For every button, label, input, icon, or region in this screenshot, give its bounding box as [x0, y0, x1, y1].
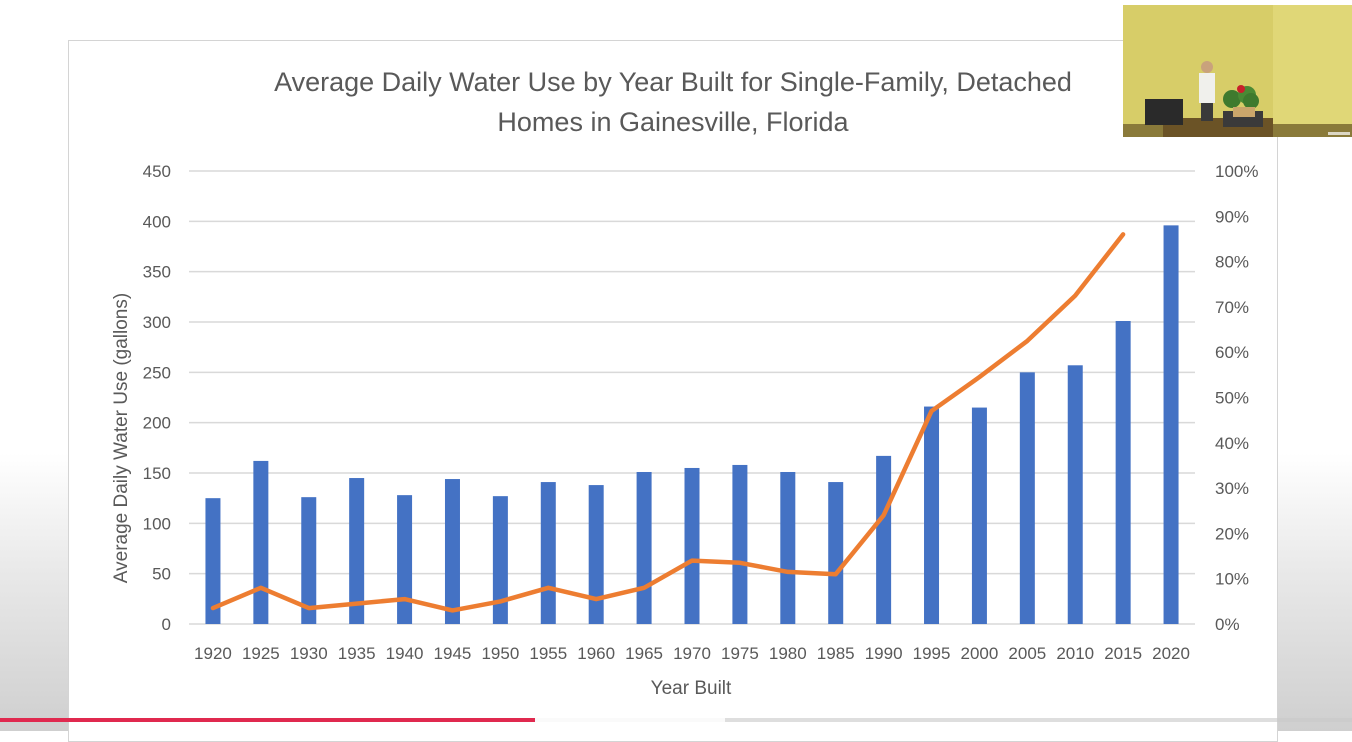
video-played-bar: [0, 718, 536, 722]
y2-tick-label: 10%: [1215, 570, 1249, 589]
x-tick-label: 1960: [577, 644, 615, 663]
bar-2000: [971, 407, 987, 624]
y2-tick-label: 50%: [1215, 389, 1249, 408]
bar-1970: [684, 467, 700, 624]
y2-tick-label: 60%: [1215, 343, 1249, 362]
bar-2010: [1067, 365, 1083, 624]
bar-1965: [636, 471, 652, 624]
y2-tick-label: 40%: [1215, 434, 1249, 453]
speaker-video-thumbnail[interactable]: [1123, 5, 1352, 137]
x-tick-label: 1925: [242, 644, 280, 663]
y2-axis-ticks: 0% 10% 20% 30% 40% 50% 60% 70% 80% 90% 100%: [1215, 162, 1258, 634]
bar-1935: [349, 478, 365, 624]
y2-tick-label: 80%: [1215, 253, 1249, 272]
bar-1945: [444, 479, 460, 624]
bar-1980: [780, 471, 796, 624]
y-tick-label: 150: [143, 464, 171, 483]
bar-1925: [253, 460, 269, 624]
x-tick-label: 2020: [1152, 644, 1190, 663]
x-tick-label: 1945: [434, 644, 472, 663]
y-tick-label: 250: [143, 363, 171, 382]
bar-1995: [924, 406, 940, 624]
x-tick-label: 1940: [386, 644, 424, 663]
x-tick-label: 1985: [817, 644, 855, 663]
bar-1950: [492, 496, 508, 624]
chart-title-line-1: Average Daily Water Use by Year Built fo…: [274, 67, 1072, 97]
chart-title-line-2: Homes in Gainesville, Florida: [497, 107, 849, 137]
bar-2015: [1115, 320, 1131, 624]
bar-1920: [205, 498, 221, 624]
video-progress-bar[interactable]: [0, 718, 1352, 722]
bar-1940: [397, 495, 413, 624]
x-tick-label: 1965: [625, 644, 663, 663]
x-tick-label: 1935: [338, 644, 376, 663]
y2-tick-label: 0%: [1215, 615, 1240, 634]
y-tick-label: 50: [152, 565, 171, 584]
x-tick-label: 2000: [961, 644, 999, 663]
y-tick-label: 100: [143, 514, 171, 533]
y-tick-label: 450: [143, 162, 171, 181]
bar-1960: [588, 485, 604, 624]
percent-line: [210, 232, 1126, 613]
speaker-head-icon: [1201, 61, 1213, 73]
line-series: [210, 232, 1126, 613]
y-tick-label: 0: [162, 615, 171, 634]
x-tick-label: 1995: [913, 644, 951, 663]
y2-tick-label: 100%: [1215, 162, 1258, 181]
x-tick-label: 2015: [1104, 644, 1142, 663]
slide: Average Daily Water Use by Year Built fo…: [68, 40, 1278, 742]
bar-2020: [1163, 225, 1179, 625]
y-axis-ticks: 0 50 100 150 200 250 300 350 400 450: [143, 162, 171, 634]
y-tick-label: 350: [143, 263, 171, 282]
x-tick-label: 1930: [290, 644, 328, 663]
x-tick-label: 1970: [673, 644, 711, 663]
y-axis-label: Average Daily Water Use (gallons): [111, 293, 132, 583]
y2-tick-label: 20%: [1215, 524, 1249, 543]
x-tick-label: 1990: [865, 644, 903, 663]
plant-icon: [1223, 90, 1241, 108]
speaker-scene: [1123, 5, 1352, 137]
x-tick-label: 2010: [1056, 644, 1094, 663]
x-tick-label: 2005: [1008, 644, 1046, 663]
x-tick-label: 1955: [529, 644, 567, 663]
bar-1955: [540, 482, 556, 624]
y-tick-label: 400: [143, 212, 171, 231]
bar-1990: [876, 455, 892, 624]
monitor-icon: [1145, 99, 1183, 125]
bar-1930: [301, 497, 317, 624]
flower-icon: [1237, 85, 1245, 93]
x-tick-label: 1920: [194, 644, 232, 663]
bar-series: [205, 225, 1179, 625]
y2-tick-label: 90%: [1215, 207, 1249, 226]
y-tick-label: 300: [143, 313, 171, 332]
x-tick-label: 1950: [481, 644, 519, 663]
y-tick-label: 200: [143, 414, 171, 433]
y2-tick-label: 70%: [1215, 298, 1249, 317]
bar-1975: [732, 464, 748, 624]
chart: Average Daily Water Use by Year Built fo…: [111, 67, 1258, 699]
x-tick-label: 1980: [769, 644, 807, 663]
bar-1985: [828, 482, 844, 624]
y2-tick-label: 30%: [1215, 479, 1249, 498]
x-tick-label: 1975: [721, 644, 759, 663]
x-axis-ticks: 1920 1925 1930 1935 1940 1945 1950 1955 1960 1965…: [194, 644, 1190, 663]
bar-2005: [1019, 372, 1035, 624]
speaker-body-icon: [1199, 73, 1215, 103]
x-axis-label: Year Built: [651, 678, 732, 699]
